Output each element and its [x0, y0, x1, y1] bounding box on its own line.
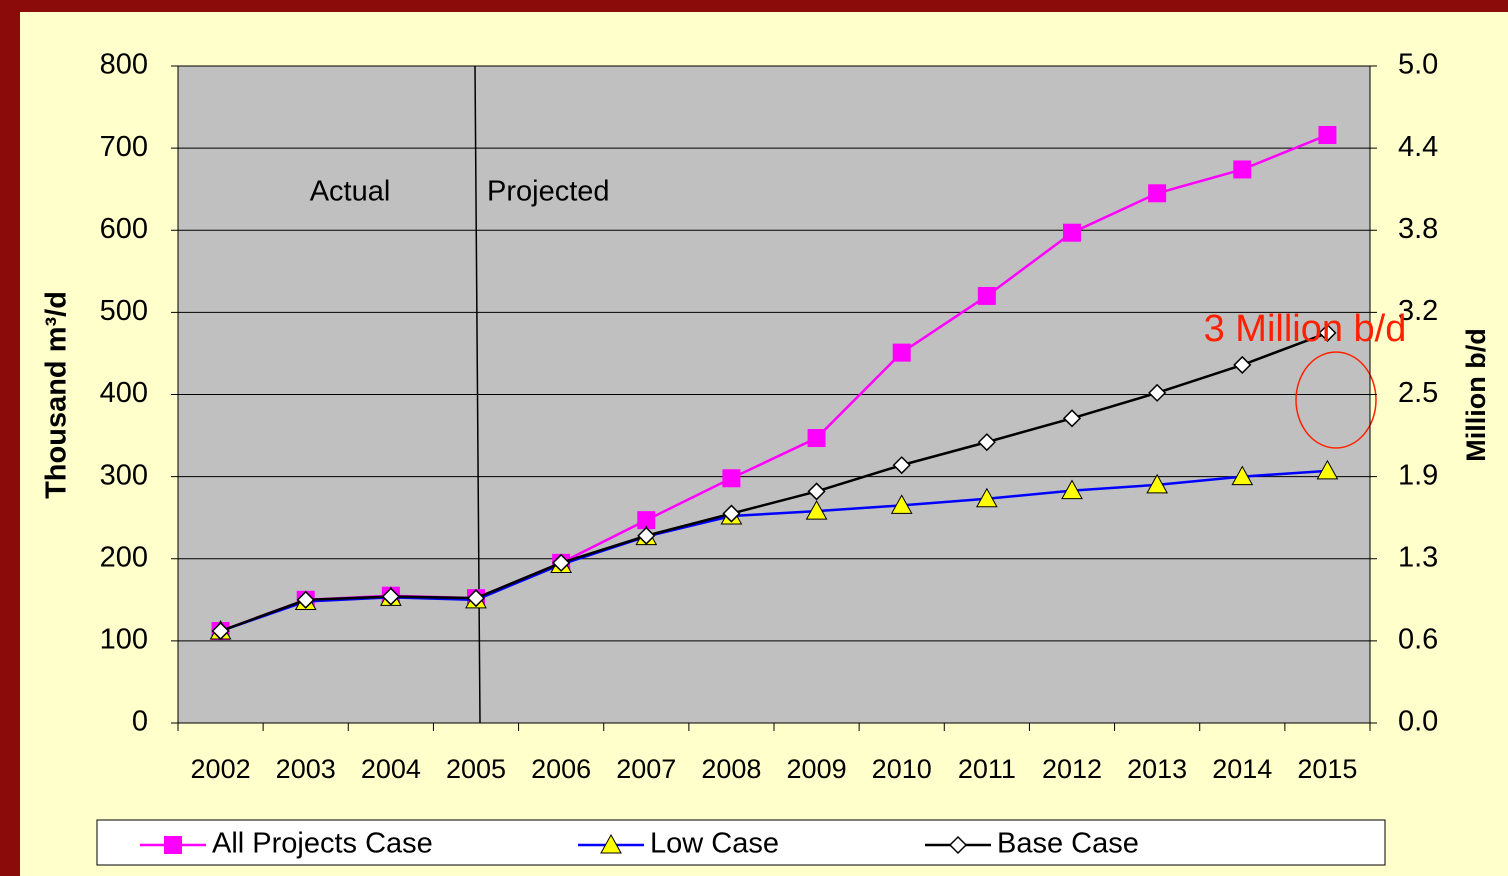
y2-tick-label: 4.4 — [1398, 131, 1438, 163]
data-point — [1063, 223, 1081, 242]
y2-axis-label: Million b/d — [1461, 328, 1491, 461]
x-tick-label: 2011 — [958, 754, 1016, 784]
y2-tick-label: 2.5 — [1398, 377, 1438, 409]
x-tick-label: 2010 — [872, 754, 932, 784]
data-point — [1146, 473, 1168, 494]
data-point — [722, 504, 741, 523]
data-point — [892, 343, 911, 362]
y-axis-label: Thousand m³/d — [41, 291, 73, 499]
data-point — [807, 429, 826, 448]
data-point — [1233, 160, 1252, 179]
data-point — [637, 526, 656, 545]
y-tick-label: 0 — [132, 706, 148, 738]
frame-left — [0, 0, 20, 876]
x-tick-label: 2006 — [531, 754, 591, 784]
y2-tick-label: 0.0 — [1398, 706, 1438, 738]
legend-label: Low Case — [650, 828, 779, 860]
data-point — [1062, 409, 1082, 428]
legend-marker — [600, 833, 622, 854]
y-tick-label: 800 — [100, 49, 148, 81]
data-point — [976, 487, 998, 508]
y2-tick-label: 0.6 — [1398, 624, 1438, 656]
data-point — [552, 553, 571, 572]
x-tick-label: 2013 — [1127, 754, 1187, 784]
data-point — [890, 494, 913, 514]
y-tick-label: 200 — [100, 541, 148, 573]
legend-marker — [164, 836, 182, 854]
y-tick-label: 300 — [100, 459, 148, 491]
y2-tick-label: 5.0 — [1398, 49, 1438, 81]
y2-tick-label: 1.3 — [1398, 541, 1438, 573]
legend — [96, 819, 1386, 866]
x-tick-label: 2015 — [1297, 754, 1357, 784]
x-tick-label: 2002 — [191, 754, 251, 784]
x-tick-label: 2012 — [1042, 754, 1102, 784]
y-tick-label: 500 — [100, 295, 148, 327]
data-point — [977, 286, 996, 305]
annotation: Projected — [487, 176, 610, 208]
grid — [178, 65, 1370, 724]
data-point — [1061, 479, 1083, 500]
x-tick-label: 2014 — [1212, 754, 1272, 784]
y-tick-label: 700 — [100, 131, 148, 163]
data-point — [1316, 459, 1339, 480]
y-tick-label: 600 — [100, 213, 148, 245]
annotation: Actual — [310, 176, 391, 208]
data-point — [296, 590, 315, 609]
data-point — [892, 456, 911, 475]
highlight-circle — [1295, 351, 1377, 449]
y-tick-label: 100 — [100, 624, 148, 656]
data-point — [1318, 323, 1337, 342]
data-point — [1318, 125, 1337, 144]
data-point — [1233, 355, 1252, 374]
y-tick-label: 400 — [100, 377, 148, 409]
x-tick-label: 2009 — [787, 754, 847, 784]
annotation: 3 Million b/d — [1204, 308, 1407, 350]
y2-tick-label: 1.9 — [1398, 459, 1438, 491]
x-tick-label: 2007 — [616, 754, 676, 784]
y2-tick-label: 3.8 — [1398, 213, 1438, 245]
x-tick-label: 2005 — [446, 754, 506, 784]
data-point — [381, 587, 400, 606]
x-tick-label: 2004 — [361, 754, 421, 784]
frame-top — [0, 0, 1508, 12]
x-tick-label: 2008 — [701, 754, 761, 784]
data-point — [1148, 383, 1167, 402]
series-line — [220, 331, 1328, 633]
y2-tick-label: 3.2 — [1398, 295, 1438, 327]
legend-marker — [948, 835, 968, 855]
x-tick-label: 2003 — [276, 754, 336, 784]
data-point — [1148, 184, 1167, 203]
legend-label: All Projects Case — [212, 828, 433, 860]
data-point — [466, 589, 486, 608]
legend-label: Base Case — [997, 828, 1139, 860]
data-point — [211, 621, 230, 641]
data-point — [1231, 465, 1254, 486]
data-point — [722, 469, 741, 488]
data-point — [977, 433, 996, 452]
data-point — [805, 500, 828, 520]
data-point — [807, 482, 826, 501]
data-point — [637, 511, 656, 530]
divider — [474, 65, 481, 724]
